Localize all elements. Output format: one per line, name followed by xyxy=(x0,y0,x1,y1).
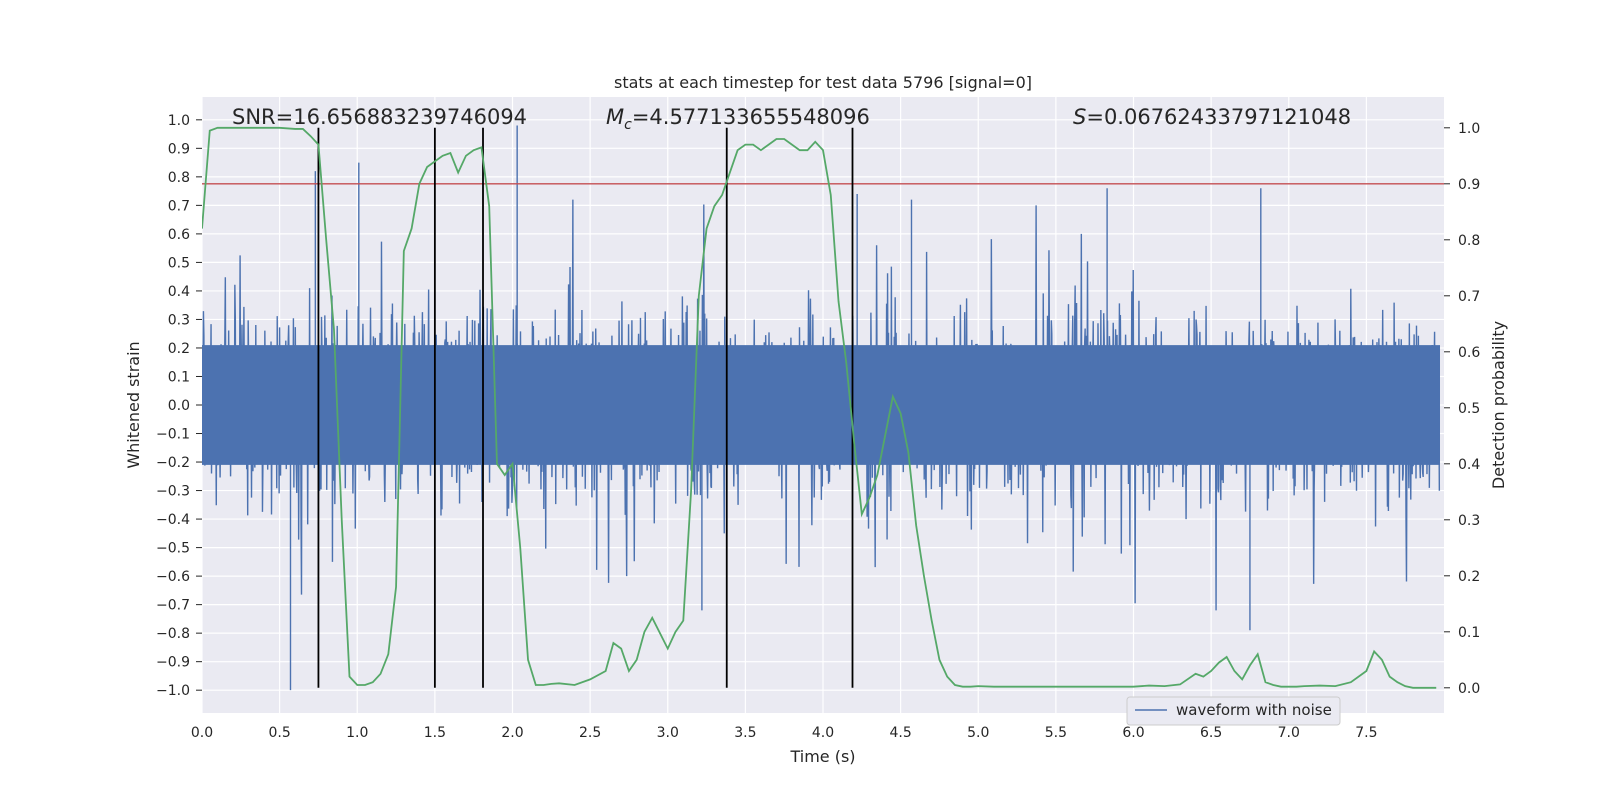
x-tick-label: 6.5 xyxy=(1200,725,1222,741)
x-tick-label: 1.5 xyxy=(424,725,446,741)
x-tick-label: 7.0 xyxy=(1278,725,1300,741)
y2-axis-ticks: 1.0 0.9 0.8 0.7 0.6 0.5 0.4 0.3 0.2 0.1 0.0 xyxy=(1444,121,1480,697)
s-symbol: S xyxy=(1073,105,1086,129)
x-tick-label: 4.5 xyxy=(889,725,911,741)
y-tick-label: −0.8 xyxy=(156,626,190,642)
chirp-mass-annotation: Mc=4.577133655548096 xyxy=(606,105,870,133)
x-tick-label: 6.0 xyxy=(1122,725,1144,741)
y-tick-label: −0.9 xyxy=(156,655,190,671)
y-tick-label: −1.0 xyxy=(156,683,190,699)
y2-tick-label: 0.1 xyxy=(1458,625,1480,641)
x-tick-label: 3.0 xyxy=(657,725,679,741)
y2-tick-label: 1.0 xyxy=(1458,121,1480,137)
chirp-mass-symbol: M xyxy=(606,105,624,129)
y-tick-label: 0.4 xyxy=(168,284,190,300)
y-tick-label: −0.2 xyxy=(156,455,190,471)
y2-tick-label: 0.4 xyxy=(1458,457,1480,473)
y-axis-ticks: 1.0 0.9 0.8 0.7 0.6 0.5 0.4 0.3 0.2 0.1 0.0 −0.1 −0.… xyxy=(156,113,202,699)
y2-tick-label: 0.6 xyxy=(1458,345,1480,361)
x-tick-label: 3.5 xyxy=(734,725,756,741)
x-tick-label: 2.0 xyxy=(501,725,523,741)
y2-tick-label: 0.5 xyxy=(1458,401,1480,417)
y-tick-label: −0.3 xyxy=(156,484,190,500)
s-value: =0.06762433797121048 xyxy=(1086,105,1351,129)
x-tick-label: 0.0 xyxy=(191,725,213,741)
y2-tick-label: 0.7 xyxy=(1458,289,1480,305)
legend-label: waveform with noise xyxy=(1176,701,1332,719)
probability-line xyxy=(202,126,1437,689)
snr-annotation: SNR=16.656883239746094 xyxy=(232,105,527,129)
y2-tick-label: 0.9 xyxy=(1458,177,1480,193)
x-tick-label: 5.5 xyxy=(1045,725,1067,741)
y-tick-label: 1.0 xyxy=(168,113,190,129)
y-tick-label: 0.1 xyxy=(168,369,190,385)
y2-tick-label: 0.2 xyxy=(1458,569,1480,585)
x-tick-label: 4.0 xyxy=(812,725,834,741)
trigger-lines xyxy=(317,127,854,688)
y-tick-label: 0.9 xyxy=(168,141,190,157)
y-tick-label: 0.8 xyxy=(168,170,190,186)
x-tick-label: 2.5 xyxy=(579,725,601,741)
y2-tick-label: 0.8 xyxy=(1458,233,1480,249)
y-tick-label: 0.5 xyxy=(168,255,190,271)
chirp-mass-value: =4.577133655548096 xyxy=(632,105,870,129)
y-tick-label: 0.0 xyxy=(168,398,190,414)
y-axis-label: Whitened strain xyxy=(124,341,143,468)
x-axis-label: Time (s) xyxy=(789,747,855,766)
s-annotation: S=0.06762433797121048 xyxy=(1073,105,1351,129)
y2-tick-label: 0.0 xyxy=(1458,681,1480,697)
waveform-core xyxy=(202,345,1440,465)
legend-box xyxy=(1126,696,1341,726)
chart-title: stats at each timestep for test data 579… xyxy=(614,73,1032,92)
legend: waveform with noise xyxy=(1126,696,1341,726)
x-tick-label: 7.5 xyxy=(1355,725,1377,741)
y-tick-label: 0.3 xyxy=(168,312,190,328)
y-tick-label: −0.5 xyxy=(156,541,190,557)
x-tick-label: 0.5 xyxy=(268,725,290,741)
x-axis-ticks: 0.0 0.5 1.0 1.5 2.0 2.5 3.0 3.5 4.0 4.5 5.0 5.5 6.0 6… xyxy=(191,725,1378,741)
y-tick-label: −0.4 xyxy=(156,512,190,528)
x-tick-label: 1.0 xyxy=(346,725,368,741)
y-tick-label: 0.7 xyxy=(168,198,190,214)
y2-axis-label: Detection probability xyxy=(1489,321,1508,489)
y-tick-label: 0.6 xyxy=(168,227,190,243)
y-tick-label: −0.1 xyxy=(156,427,190,443)
y-tick-label: 0.2 xyxy=(168,341,190,357)
chirp-mass-subscript: c xyxy=(624,117,632,133)
waveform-series xyxy=(202,125,1441,691)
probability-series xyxy=(202,126,1437,689)
x-tick-label: 5.0 xyxy=(967,725,989,741)
y2-tick-label: 0.3 xyxy=(1458,513,1480,529)
y-tick-label: −0.6 xyxy=(156,569,190,585)
y-tick-label: −0.7 xyxy=(156,598,190,614)
